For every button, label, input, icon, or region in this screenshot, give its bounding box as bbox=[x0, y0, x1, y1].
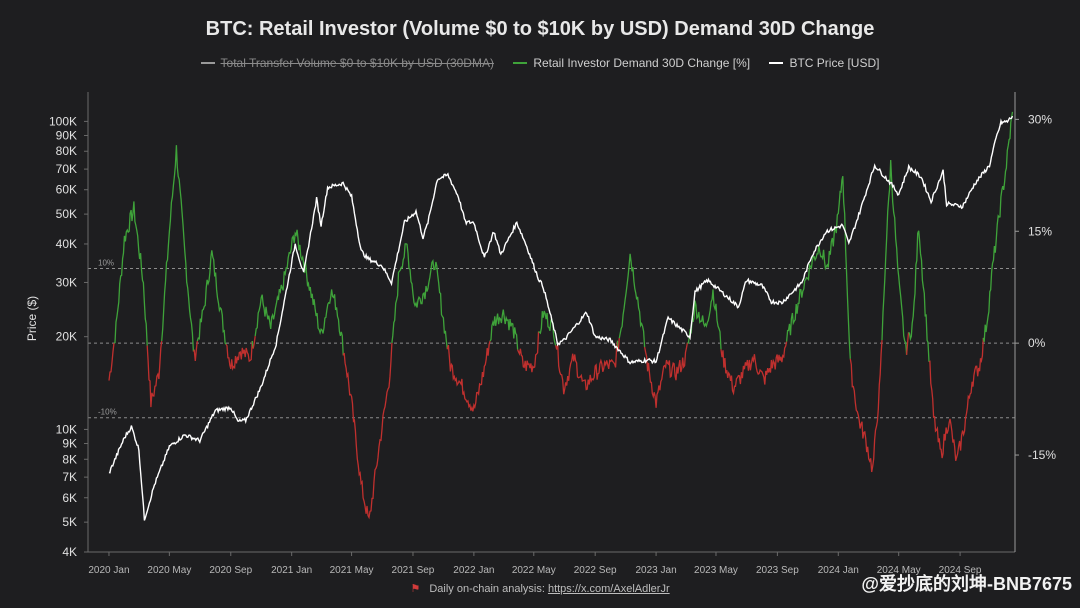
y-right-tick-label: -15% bbox=[1028, 448, 1056, 462]
demand-line-negative bbox=[849, 340, 883, 473]
footer-note: ⚑ Daily on-chain analysis: https://x.com… bbox=[0, 582, 1080, 595]
y-left-tick-label: 7K bbox=[62, 470, 77, 484]
demand-line-negative bbox=[928, 337, 984, 461]
y-left-tick-label: 6K bbox=[62, 491, 77, 505]
y-left-tick-label: 90K bbox=[56, 128, 77, 142]
x-tick-label: 2023 May bbox=[694, 565, 738, 576]
legend-label: Total Transfer Volume $0 to $10K by USD … bbox=[220, 56, 494, 70]
y-left-tick-label: 60K bbox=[56, 183, 77, 197]
legend-item-btc-price[interactable]: BTC Price [USD] bbox=[769, 56, 879, 70]
demand-line-positive bbox=[982, 111, 1014, 342]
y-left-tick-label: 20K bbox=[56, 330, 77, 344]
demand-line-negative bbox=[446, 340, 491, 412]
x-tick-label: 2023 Jan bbox=[636, 565, 677, 576]
x-tick-label: 2020 May bbox=[147, 565, 191, 576]
y-right-tick-label: 30% bbox=[1028, 112, 1052, 126]
y-left-tick-label: 100K bbox=[49, 114, 77, 128]
y-left-tick-label: 40K bbox=[56, 237, 77, 251]
watermark-handle: @爱抄底的刘坤-BNB7675 bbox=[861, 574, 1072, 594]
demand-line-positive bbox=[489, 309, 519, 350]
demand-line-positive bbox=[618, 253, 646, 348]
demand-line-negative bbox=[617, 338, 620, 350]
demand-line-positive bbox=[391, 243, 449, 350]
demand-line-positive bbox=[196, 250, 227, 345]
demand-line-negative bbox=[643, 342, 689, 408]
demand-line-negative bbox=[516, 331, 540, 373]
demand-line-negative bbox=[192, 340, 198, 361]
legend-label: Retail Investor Demand 30D Change [%] bbox=[533, 56, 751, 70]
x-tick-label: 2020 Jan bbox=[88, 565, 129, 576]
btc-price-line bbox=[108, 115, 1014, 521]
chart-title: BTC: Retail Investor (Volume $0 to $10K … bbox=[205, 18, 875, 40]
demand-line-positive bbox=[881, 159, 908, 355]
y-left-tick-label: 4K bbox=[62, 545, 77, 559]
demand-line-positive bbox=[687, 289, 722, 350]
x-tick-label: 2024 May bbox=[877, 565, 921, 576]
x-tick-label: 2021 Sep bbox=[392, 565, 435, 576]
demand-line-negative bbox=[905, 332, 910, 355]
y-left-tick-label: 70K bbox=[56, 162, 77, 176]
demand-line-negative bbox=[146, 341, 163, 408]
x-tick-label: 2020 Sep bbox=[209, 565, 252, 576]
y-right-tick-label: 0% bbox=[1028, 336, 1046, 350]
y-left-tick-label: 8K bbox=[62, 452, 77, 466]
demand-line-negative bbox=[225, 340, 253, 371]
demand-line-positive bbox=[161, 145, 195, 352]
x-tick-label: 2021 May bbox=[330, 565, 374, 576]
legend: Total Transfer Volume $0 to $10K by USD … bbox=[0, 53, 1080, 70]
y-left-tick-label: 5K bbox=[62, 515, 77, 529]
demand-line-positive bbox=[908, 230, 930, 362]
x-tick-label: 2022 Jan bbox=[453, 565, 494, 576]
footer-prefix: Daily on-chain analysis: bbox=[429, 583, 548, 595]
demand-line-positive bbox=[254, 229, 344, 356]
y-left-tick-label: 10K bbox=[56, 422, 77, 436]
x-tick-label: 2022 May bbox=[512, 565, 556, 576]
demand-line-negative bbox=[342, 342, 393, 520]
x-tick-label: 2023 Sep bbox=[756, 565, 799, 576]
demand-line-negative bbox=[108, 342, 115, 381]
demand-line-negative bbox=[555, 340, 619, 395]
legend-item-retail-demand[interactable]: Retail Investor Demand 30D Change [%] bbox=[513, 56, 750, 70]
legend-label: BTC Price [USD] bbox=[789, 56, 880, 70]
y-right-tick-label: 15% bbox=[1028, 224, 1052, 238]
x-tick-label: 2024 Jan bbox=[818, 565, 859, 576]
footer-link[interactable]: https://x.com/AxelAdlerJr bbox=[547, 583, 670, 595]
demand-line-positive bbox=[113, 201, 148, 346]
demand-line-negative bbox=[252, 336, 256, 349]
demand-line-positive bbox=[785, 175, 851, 359]
demand-line-negative bbox=[720, 341, 788, 396]
y-left-tick-label: 50K bbox=[56, 207, 77, 221]
legend-item-transfer-volume[interactable]: Total Transfer Volume $0 to $10K by USD … bbox=[200, 56, 494, 70]
y-left-tick-label: 9K bbox=[62, 437, 77, 451]
x-tick-label: 2024 Sep bbox=[939, 565, 982, 576]
x-tick-label: 2021 Jan bbox=[271, 565, 312, 576]
x-tick-label: 2022 Sep bbox=[574, 565, 617, 576]
flag-icon: ⚑ bbox=[410, 583, 421, 595]
y-left-tick-label: 30K bbox=[56, 275, 77, 289]
y-left-tick-label: 80K bbox=[56, 144, 77, 158]
reference-line-label: -10% bbox=[98, 408, 117, 417]
y-left-axis-label: Price ($) bbox=[25, 296, 39, 341]
reference-line-label: 10% bbox=[98, 259, 114, 268]
